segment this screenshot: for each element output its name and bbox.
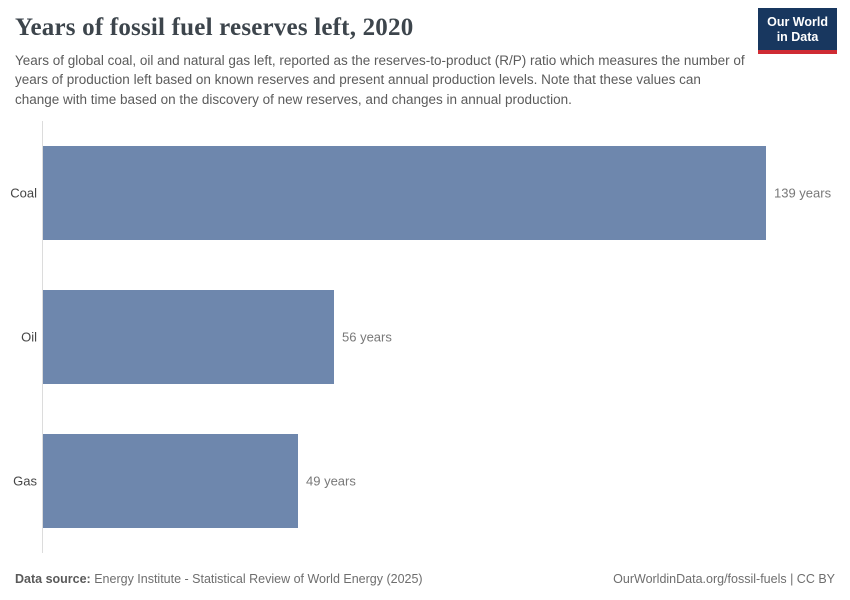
- page-title: Years of fossil fuel reserves left, 2020: [15, 14, 414, 41]
- category-label-oil: Oil: [21, 329, 37, 345]
- bar-row-coal: Coal 139 years: [10, 121, 833, 265]
- bar-row-gas: Gas 49 years: [13, 409, 833, 553]
- owid-logo-line2: in Data: [776, 30, 819, 44]
- owid-logo[interactable]: Our World in Data: [758, 8, 837, 54]
- bar-row-oil: Oil 56 years: [21, 265, 833, 409]
- chart-footer: Data source: Energy Institute - Statisti…: [15, 572, 835, 586]
- bar-coal[interactable]: [43, 146, 766, 240]
- attribution-link[interactable]: OurWorldinData.org/fossil-fuels | CC BY: [613, 572, 835, 586]
- value-label-gas: 49 years: [306, 473, 356, 489]
- chart-header: Years of fossil fuel reserves left, 2020…: [15, 14, 835, 109]
- data-source-note: Data source: Energy Institute - Statisti…: [15, 572, 423, 586]
- value-label-coal: 139 years: [774, 185, 832, 201]
- value-label-oil: 56 years: [342, 329, 392, 345]
- chart-subtitle: Years of global coal, oil and natural ga…: [15, 53, 745, 107]
- bar-chart-plot-area: Coal 139 years Oil 56 years Gas 49 years: [10, 121, 833, 553]
- data-source-label: Data source:: [15, 572, 91, 586]
- category-label-gas: Gas: [13, 473, 37, 489]
- owid-logo-line1: Our World: [767, 15, 828, 29]
- bar-gas[interactable]: [43, 434, 298, 528]
- data-source-text: Energy Institute - Statistical Review of…: [90, 572, 423, 586]
- category-label-coal: Coal: [10, 185, 37, 201]
- bar-oil[interactable]: [43, 290, 334, 384]
